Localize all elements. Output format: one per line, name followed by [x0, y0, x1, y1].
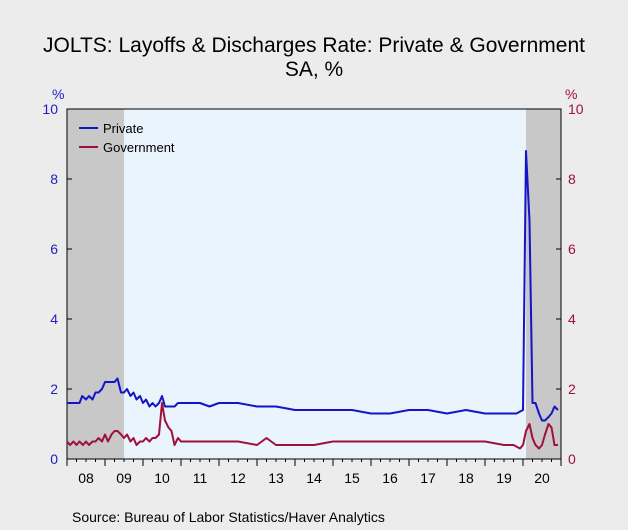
x-tick-label: 16: [382, 470, 398, 486]
left-tick-label: 8: [50, 171, 58, 187]
x-tick-label: 09: [116, 470, 132, 486]
legend-government-label: Government: [103, 140, 175, 155]
left-tick-label: 6: [50, 241, 58, 257]
chart-title: JOLTS: Layoffs & Discharges Rate: Privat…: [43, 34, 585, 57]
x-axis-ticks: 08 09 10 11 12 13 14 15 16 17 18 19 20: [66, 459, 562, 486]
series-line-government: [66, 402, 558, 450]
plot-area: [67, 109, 561, 459]
x-tick-label: 08: [78, 470, 94, 486]
x-tick-label: 17: [420, 470, 436, 486]
source-note: Source: Bureau of Labor Statistics/Haver…: [72, 509, 385, 525]
right-tick-label: 2: [568, 381, 576, 397]
right-tick-label: 0: [568, 451, 576, 467]
x-tick-label: 15: [344, 470, 360, 486]
x-tick-label: 13: [268, 470, 284, 486]
x-tick-label: 18: [458, 470, 474, 486]
left-tick-label: 4: [50, 311, 58, 327]
recession-band-0: [67, 109, 124, 459]
x-tick-label: 20: [534, 470, 550, 486]
right-tick-label: 10: [568, 101, 584, 117]
left-axis-unit: %: [52, 86, 64, 102]
x-tick-label: 10: [154, 470, 170, 486]
chart-subtitle: SA, %: [285, 58, 343, 81]
x-tick-label: 14: [306, 470, 322, 486]
recession-shading: [67, 109, 561, 459]
legend: Private Government: [79, 121, 175, 155]
left-tick-label: 10: [42, 101, 58, 117]
right-tick-label: 4: [568, 311, 576, 327]
legend-private-label: Private: [103, 121, 143, 136]
right-tick-label: 8: [568, 171, 576, 187]
right-axis-ticks: 0 2 4 6 8 10: [556, 101, 584, 467]
series-line-private: [67, 150, 559, 422]
left-tick-label: 2: [50, 381, 58, 397]
x-tick-label: 11: [193, 470, 208, 486]
left-tick-label: 0: [50, 451, 58, 467]
x-tick-label: 12: [230, 470, 246, 486]
right-axis-unit: %: [565, 86, 577, 102]
series-lines: [66, 150, 559, 450]
x-tick-label: 19: [496, 470, 512, 486]
left-axis-ticks: 0 2 4 6 8 10: [42, 101, 72, 467]
right-tick-label: 6: [568, 241, 576, 257]
